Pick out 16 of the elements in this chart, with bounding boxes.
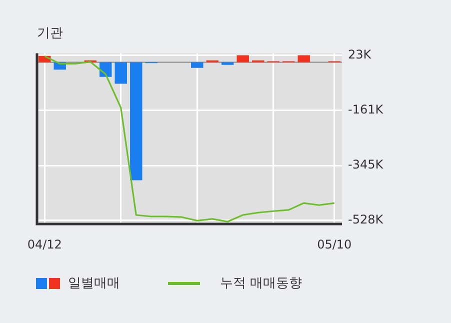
bar [114, 62, 127, 84]
y-tick-label: 23K [348, 47, 372, 62]
y-tick-label: -345K [348, 158, 384, 172]
legend-label: 일별매매 [68, 275, 120, 292]
bar [236, 55, 249, 62]
y-tick-label: -161K [348, 102, 384, 117]
bar [191, 62, 204, 68]
chart-title: 기관 [37, 25, 63, 42]
y-tick-label: -528K [348, 212, 384, 227]
bar [222, 62, 234, 65]
bar [130, 62, 142, 180]
x-tick-label: 04/12 [27, 237, 62, 252]
bar [100, 62, 112, 77]
bar [298, 55, 310, 62]
legend-label: 누적 매매동향 [220, 275, 302, 292]
x-tick-label: 05/10 [317, 237, 352, 252]
